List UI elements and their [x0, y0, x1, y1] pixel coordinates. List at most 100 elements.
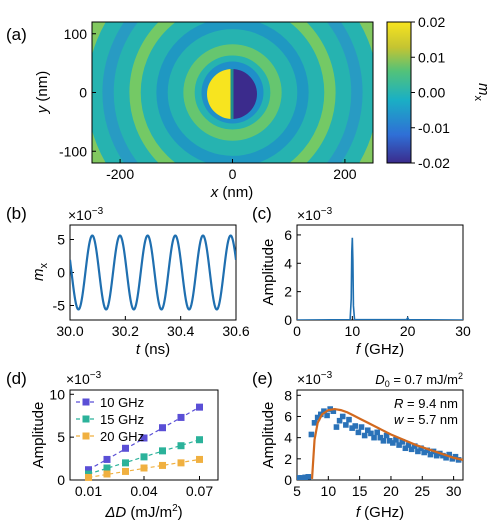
panel-e-xlabel: f (GHz) [356, 504, 404, 521]
panel-a-xlabel: x (nm) [210, 184, 254, 201]
panel-e-point [452, 453, 459, 460]
legend-label: 10 GHz [100, 395, 144, 410]
panel-c-frame [296, 224, 464, 321]
panel-e-point [346, 416, 352, 423]
colorbar [386, 21, 412, 164]
panel-a-xtick-label: -200 [106, 166, 134, 182]
panel-e-point [361, 432, 368, 439]
panel-d-point [85, 466, 92, 474]
panel-a-ylabel: y (nm) [34, 71, 51, 115]
panel-a-ytick-label: 0 [79, 85, 87, 101]
panel-c-ytick-label: 6 [284, 227, 292, 243]
panel-e-point [377, 434, 384, 441]
panel-e-point [418, 445, 424, 452]
panel-d-legend: 10 GHz 15 GHz 20 GHz [76, 395, 144, 444]
panel-b-label: (b) [6, 204, 27, 223]
panel-e-point [405, 442, 412, 448]
panel-d-point [103, 470, 111, 478]
panel-e-point [299, 475, 305, 480]
panel-b-xtick-label: 30.6 [222, 323, 249, 339]
panel-e-ylabel: Amplitude [260, 402, 277, 469]
panel-d-xtick-label: 0.04 [130, 483, 157, 499]
heatmap-positive-lobe [207, 69, 232, 119]
panel-d-xtick-label: 0.07 [186, 483, 213, 499]
panel-e-point [324, 412, 330, 419]
panel-c-xtick-label: 0 [293, 323, 301, 339]
panel-e-annotation-w: w = 5.7 nm [394, 412, 458, 427]
panel-b-ytick-label: -5 [53, 297, 66, 313]
panel-c-xlabel: f (GHz) [356, 341, 404, 358]
panel-e-point [421, 449, 427, 456]
panel-e-xtick-label: 25 [414, 483, 430, 499]
panel-d-point [122, 444, 129, 452]
panel-e-ytick-label: 8 [284, 387, 292, 403]
panel-e-point [314, 414, 321, 421]
panel-e-xtick-label: 20 [383, 483, 399, 499]
panel-d-point [140, 453, 148, 461]
panel-e-point [368, 430, 374, 437]
panel-e-point [311, 420, 318, 426]
panel-e-ytick-label: 4 [284, 430, 292, 446]
panel-d-point [103, 464, 111, 472]
colorbar-ticks: 0.02 0.01 0.00 -0.01 -0.02 [411, 14, 450, 171]
colorbar-tick-label: -0.02 [418, 155, 450, 171]
panel-e-point [305, 474, 312, 480]
panel-d: (d) ×10−3 0.01 0.04 0.07 10 5 0 10 GHz 15 GHz 2… [6, 369, 219, 521]
panel-e-point [333, 424, 340, 430]
panel-d-ytick-label: 5 [57, 429, 65, 445]
colorbar-tick-label: -0.01 [418, 120, 450, 136]
panel-c-ytick-label: 4 [284, 255, 292, 271]
panel-e-label: (e) [252, 369, 273, 388]
panel-a-ytick-label: 100 [64, 26, 88, 42]
panel-c-xtick-label: 20 [400, 323, 416, 339]
legend-marker [82, 415, 90, 423]
panel-e-point [399, 439, 406, 445]
panel-e-ytick-label: 2 [284, 451, 292, 467]
panel-e-point [336, 417, 343, 424]
panel-b-axes: 30.0 30.2 30.4 30.6 5 0 -5 [53, 232, 250, 339]
panel-d-point [103, 455, 111, 463]
legend-label: 15 GHz [100, 412, 144, 427]
panel-e: (e) ×10−3 D0 = 0.7 mJ/m2 5 10 15 20 25 308642… [252, 369, 464, 521]
panel-e-point [415, 448, 421, 455]
panel-d-point [196, 455, 203, 463]
panel-d-scale: ×10−3 [66, 370, 102, 387]
legend-label: 20 GHz [100, 429, 144, 444]
panel-e-point [339, 413, 346, 420]
panel-d-point [159, 447, 166, 455]
panel-d-point [177, 442, 185, 450]
panel-e-point [318, 411, 324, 418]
panel-e-point [383, 432, 390, 439]
panel-e-point [411, 443, 418, 449]
panel-e-point [380, 438, 387, 444]
panel-c-series [297, 237, 463, 320]
panel-e-point [396, 442, 402, 448]
panel-e-point [355, 429, 362, 436]
panel-b-series [70, 234, 236, 311]
panel-e-fit-curve [310, 407, 463, 480]
panel-e-annotation-r: R = 9.4 nm [394, 396, 458, 411]
panel-d-axes: 0.01 0.04 0.07 10 5 0 [49, 386, 213, 499]
panel-e-point [364, 427, 371, 434]
panel-e-xtick-label: 15 [352, 483, 368, 499]
panel-e-point [446, 451, 453, 458]
panel-e-point [424, 447, 431, 454]
panel-e-point [443, 454, 449, 461]
colorbar-tick-label: 0.01 [418, 49, 445, 65]
panel-b-xtick-label: 30.0 [56, 323, 83, 339]
panel-e-point [440, 452, 446, 459]
panel-e-point [302, 474, 308, 480]
panel-e-point [402, 445, 409, 452]
panel-b-ytick-label: 5 [57, 232, 65, 248]
panel-d-ylabel: Amplitude [30, 402, 47, 469]
panel-c-ylabel: Amplitude [260, 239, 277, 306]
panel-e-annotation-d0: D0 = 0.7 mJ/m2 [375, 371, 463, 389]
panel-b-ytick-label: 0 [57, 265, 65, 281]
panel-b: (b) ×10−3 30.0 30.2 30.4 30.6 5 0 -5 t (ns) mx [6, 204, 250, 358]
panel-e-point [371, 434, 377, 441]
panel-e-xtick-label: 30 [446, 483, 462, 499]
